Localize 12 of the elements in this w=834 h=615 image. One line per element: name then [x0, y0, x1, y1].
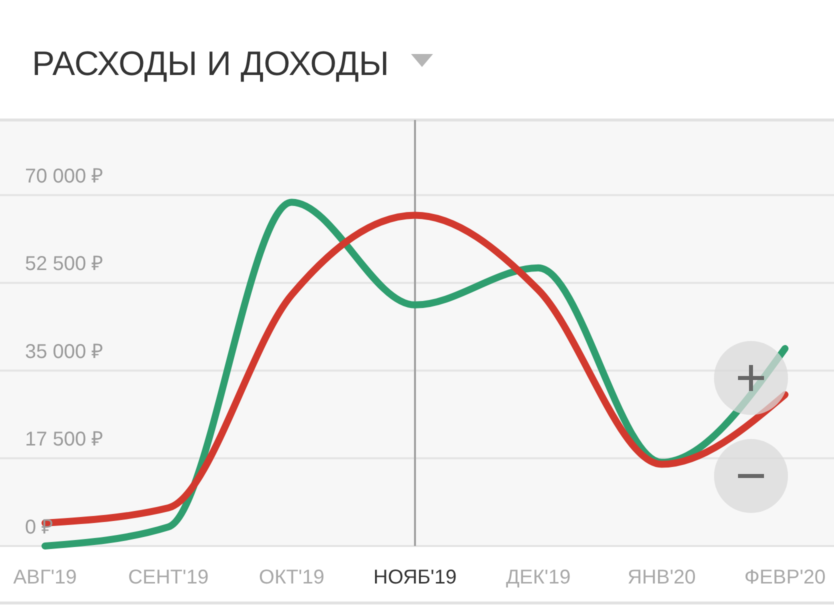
x-tick-label: АВГ'19 — [13, 566, 77, 588]
x-tick-label: ЯНВ'20 — [628, 566, 696, 588]
y-tick-label: 17 500 ₽ — [25, 428, 104, 451]
x-tick-label: ОКТ'19 — [258, 566, 324, 588]
y-tick-label: 52 500 ₽ — [25, 253, 104, 276]
y-tick-label: 35 000 ₽ — [25, 340, 104, 363]
x-tick-label: НОЯБ'19 — [373, 566, 457, 588]
x-tick-label: ДЕК'19 — [506, 566, 571, 588]
x-tick-label: СЕНТ'19 — [128, 566, 209, 588]
chart-title: РАСХОДЫ И ДОХОДЫ — [32, 45, 389, 83]
x-tick-label: ФЕВР'20 — [744, 566, 826, 588]
y-tick-label: 70 000 ₽ — [25, 165, 104, 188]
